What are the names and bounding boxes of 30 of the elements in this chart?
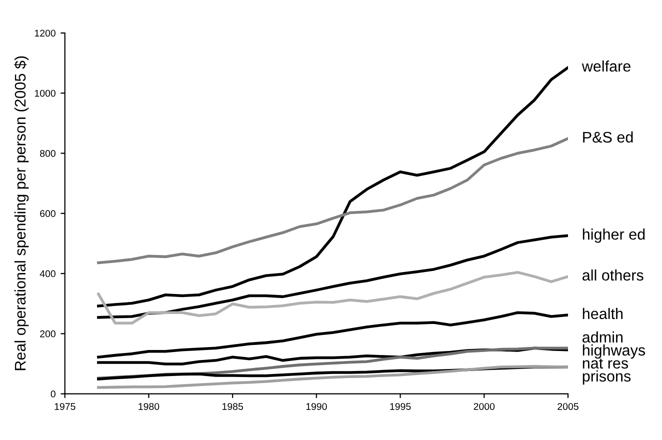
series-label: nat res xyxy=(582,358,628,369)
y-tick-label: 0 xyxy=(50,390,56,398)
series-label: higher ed xyxy=(582,228,645,243)
y-tick-label: 600 xyxy=(40,210,56,218)
series-label: welfare xyxy=(582,60,630,72)
series-label: admin xyxy=(582,331,623,343)
y-tick-label: 800 xyxy=(40,150,56,157)
x-tick-label: 1990 xyxy=(306,403,327,410)
series-label: all others xyxy=(582,269,644,281)
y-tick-label: 400 xyxy=(40,270,56,278)
x-tick-label: 1980 xyxy=(138,403,160,410)
x-tick-label: 2005 xyxy=(558,403,578,410)
y-axis-title: Real operational spending per person (2005 $) xyxy=(14,56,29,370)
line-series xyxy=(97,311,568,359)
line-series xyxy=(97,66,568,308)
line-series xyxy=(97,270,568,325)
x-tick-label: 2000 xyxy=(474,403,495,410)
series-label: health xyxy=(582,308,623,320)
line-series xyxy=(97,137,568,264)
series-label: prisons xyxy=(582,370,631,385)
line-series xyxy=(97,234,568,319)
line-series xyxy=(97,365,568,389)
series-label: highways xyxy=(582,344,646,359)
x-tick-label: 1985 xyxy=(222,403,243,410)
y-tick-label: 1200 xyxy=(34,30,56,37)
x-tick-label: 1995 xyxy=(390,403,411,410)
series-label: P&S ed xyxy=(583,131,633,143)
y-tick-label: 1000 xyxy=(34,90,56,97)
x-tick-label: 1975 xyxy=(54,403,76,410)
y-tick-label: 200 xyxy=(40,330,56,338)
